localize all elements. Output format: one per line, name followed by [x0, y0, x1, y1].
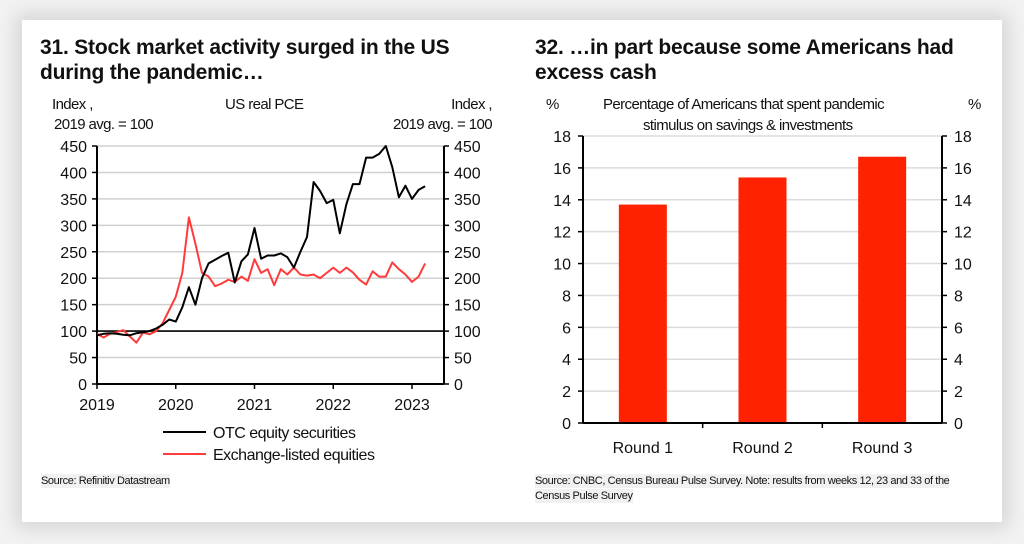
left-y-tick-label: 200	[60, 271, 87, 288]
x-tick-label: 2023	[394, 397, 430, 414]
left-y-tick-label: 400	[60, 165, 87, 182]
left-y-tick-label: 0	[562, 416, 571, 433]
left-chart-title: 31. Stock market activity surged in the …	[40, 36, 450, 84]
left-y-tick-label: 6	[562, 320, 571, 337]
x-tick-label: 2022	[315, 397, 351, 414]
left-y-tick-label: 50	[69, 351, 87, 368]
right-source-line1: Source: CNBC, Census Bureau Pulse Survey…	[535, 474, 950, 488]
x-tick-label: 2019	[79, 397, 115, 414]
right-y-tick-label: 12	[954, 225, 972, 242]
left-y-tick-label: 100	[60, 324, 87, 341]
left-ylabel-line2: 2019 avg. = 100	[54, 116, 154, 133]
right-y-tick-label: 450	[454, 139, 481, 156]
left-chart-subtitle: US real PCE	[225, 96, 304, 113]
left-source: Source: Refinitiv Datastream	[41, 474, 170, 488]
left-y-tick-label: 350	[60, 192, 87, 209]
left-y-tick-label: 12	[553, 225, 571, 242]
right-y-tick-label: 6	[954, 320, 963, 337]
x-tick-label: Round 2	[732, 440, 793, 457]
right-y-tick-label: 50	[454, 351, 472, 368]
bar-ylabel-right: %	[968, 96, 981, 113]
x-tick-label: 2021	[237, 397, 273, 414]
bar-round-1	[618, 204, 667, 423]
report-card	[22, 20, 1002, 522]
right-ylabel-line1: Index ,	[451, 96, 492, 113]
right-y-tick-label: 350	[454, 192, 481, 209]
x-tick-label: Round 3	[852, 440, 913, 457]
right-y-tick-label: 8	[954, 288, 963, 305]
right-y-tick-label: 18	[954, 129, 972, 146]
left-ylabel-line1: Index ,	[52, 96, 93, 113]
right-y-tick-label: 150	[454, 298, 481, 315]
left-y-tick-label: 300	[60, 218, 87, 235]
right-bar-chart: 0 0 2 2 4 4 6 6 8 8 10 10 12 12 14 14 16 16 18 18 Round 1 Rou…	[553, 129, 972, 457]
left-y-tick-label: 14	[553, 193, 571, 210]
series-line-otc	[96, 145, 426, 337]
bar-ylabel-left: %	[546, 96, 559, 113]
series-line-exchange	[96, 216, 426, 344]
legend-label: OTC equity securities	[213, 425, 356, 442]
left-y-tick-label: 250	[60, 245, 87, 262]
x-tick-label: Round 1	[613, 440, 674, 457]
right-y-tick-label: 0	[954, 416, 963, 433]
legend-label: Exchange-listed equities	[213, 447, 375, 464]
right-y-tick-label: 100	[454, 324, 481, 341]
left-y-tick-label: 8	[562, 288, 571, 305]
right-y-tick-label: 4	[954, 352, 963, 369]
left-y-tick-label: 2	[562, 384, 571, 401]
left-y-tick-label: 450	[60, 139, 87, 156]
left-y-tick-label: 18	[553, 129, 571, 146]
right-y-tick-label: 14	[954, 193, 972, 210]
left-line-chart: 0 0 50 50 100 100 150 150 200 200 250 250 300 300 350 3…	[60, 139, 481, 464]
right-y-tick-label: 250	[454, 245, 481, 262]
left-y-tick-label: 4	[562, 352, 571, 369]
left-y-tick-label: 150	[60, 298, 87, 315]
right-chart-title: 32. …in part because some Americans had …	[535, 36, 954, 84]
right-y-tick-label: 400	[454, 165, 481, 182]
bar-round-2	[738, 177, 787, 423]
right-y-tick-label: 300	[454, 218, 481, 235]
right-source-line2: Census Pulse Survey	[535, 489, 633, 503]
right-y-tick-label: 200	[454, 271, 481, 288]
bar-subtitle-line1: Percentage of Americans that spent pande…	[603, 96, 885, 113]
right-y-tick-label: 10	[954, 257, 972, 274]
x-tick-label: 2020	[158, 397, 194, 414]
right-y-tick-label: 16	[954, 161, 972, 178]
right-ylabel-line2: 2019 avg. = 100	[392, 116, 493, 133]
bar-subtitle-line2: stimulus on savings & investments	[643, 117, 853, 134]
left-y-tick-label: 0	[78, 377, 87, 394]
bar-round-3	[858, 156, 907, 423]
right-y-tick-label: 0	[454, 377, 463, 394]
right-y-tick-label: 2	[954, 384, 963, 401]
left-y-tick-label: 10	[553, 257, 571, 274]
left-y-tick-label: 16	[553, 161, 571, 178]
